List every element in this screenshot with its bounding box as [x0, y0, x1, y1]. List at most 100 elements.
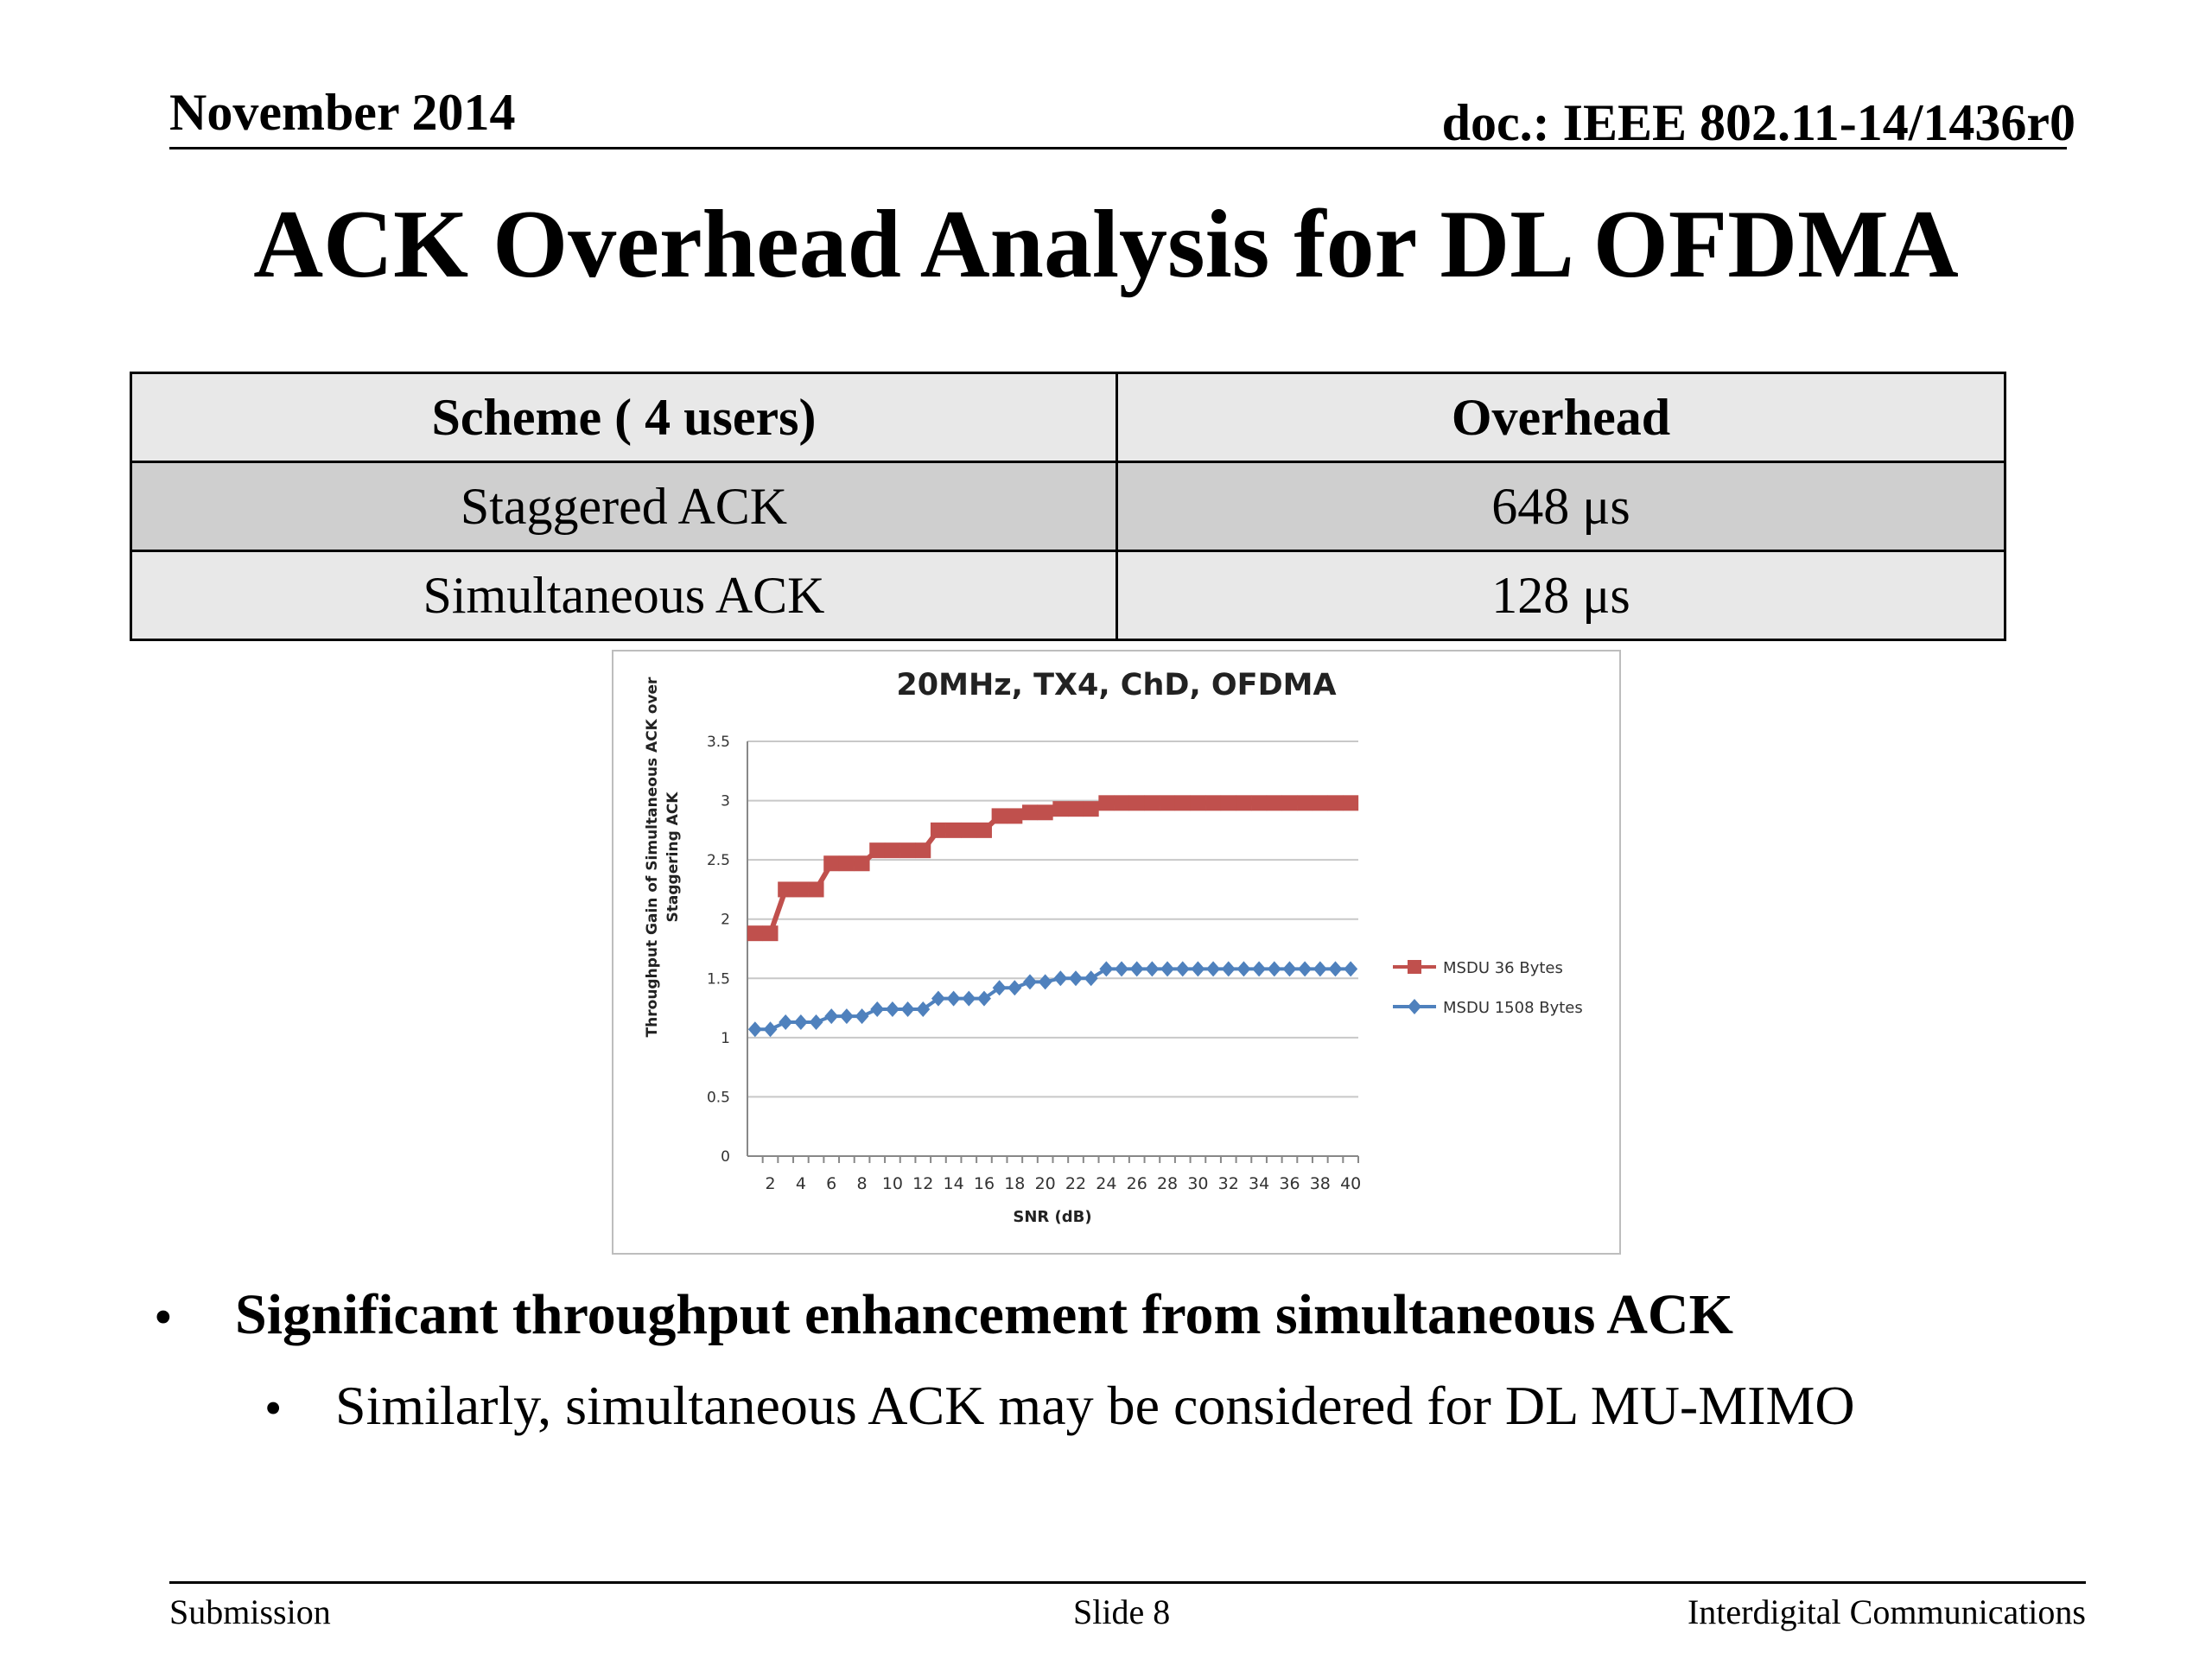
x-tick-label: 4 — [796, 1174, 806, 1193]
data-point — [1236, 961, 1251, 977]
data-point — [1252, 961, 1267, 977]
header-rule — [169, 147, 2067, 149]
data-point — [1343, 795, 1359, 811]
data-point — [1266, 795, 1282, 811]
table-row: Staggered ACK 648 μs — [130, 461, 2006, 552]
x-tick-label: 22 — [1065, 1174, 1086, 1193]
bullet-marker: • — [154, 1288, 173, 1347]
data-point — [779, 1014, 793, 1031]
y-tick-label: 2 — [721, 912, 730, 929]
y-tick-label: 2.5 — [707, 852, 730, 869]
x-tick-label: 18 — [1004, 1174, 1025, 1193]
footer-company: Interdigital Communications — [1687, 1592, 2086, 1631]
chart-title: 20MHz, TX4, ChD, OFDMA — [896, 668, 1336, 702]
y-tick-label: 0 — [721, 1148, 730, 1166]
footer-slide-number: Slide 8 — [1073, 1592, 1171, 1631]
overhead-table: Scheme ( 4 users) Overhead Staggered ACK… — [130, 372, 2006, 641]
table-cell: Staggered ACK — [130, 461, 1118, 552]
data-point — [838, 855, 855, 872]
data-point — [1191, 961, 1205, 977]
data-point — [1021, 804, 1038, 821]
data-point — [808, 881, 824, 898]
data-point — [1344, 961, 1358, 977]
table-row: Simultaneous ACK 128 μs — [130, 550, 2006, 641]
x-tick-label: 2 — [765, 1174, 775, 1193]
data-point — [1098, 795, 1115, 811]
data-point — [1052, 801, 1069, 817]
footer-rule — [169, 1581, 2086, 1584]
y-axis-label: Staggering ACK — [664, 791, 682, 923]
legend-marker — [1408, 960, 1421, 974]
data-point — [1129, 961, 1144, 977]
data-point — [1282, 961, 1297, 977]
x-tick-label: 32 — [1218, 1174, 1239, 1193]
data-point — [916, 1001, 931, 1017]
x-tick-label: 14 — [944, 1174, 964, 1193]
x-tick-label: 38 — [1310, 1174, 1331, 1193]
data-point — [885, 1001, 899, 1017]
data-point — [1190, 795, 1206, 811]
chart-container: 20MHz, TX4, ChD, OFDMA 0 0.5 1 1.5 2 2.5 3 3.5 2… — [612, 650, 1621, 1255]
data-point — [1313, 961, 1327, 977]
data-point — [778, 881, 794, 898]
data-point — [747, 1021, 762, 1038]
data-point — [946, 990, 961, 1007]
data-point — [931, 990, 945, 1007]
data-point — [1298, 961, 1313, 977]
data-point — [1327, 795, 1344, 811]
footer-left: Submission — [169, 1592, 331, 1631]
data-point — [1251, 795, 1268, 811]
data-point — [1297, 795, 1313, 811]
data-point — [869, 842, 886, 859]
y-tick-label: 3 — [721, 793, 730, 810]
x-tick-label: 24 — [1096, 1174, 1116, 1193]
data-point — [1205, 795, 1222, 811]
data-point — [1144, 795, 1160, 811]
data-point — [991, 808, 1007, 824]
legend-label: MSDU 36 Bytes — [1443, 959, 1563, 977]
x-tick-label: 36 — [1279, 1174, 1300, 1193]
data-point — [809, 1014, 823, 1031]
bullet-sub: Similarly, simultaneous ACK may be consi… — [335, 1375, 1855, 1436]
data-point — [1099, 961, 1114, 977]
series-line — [754, 967, 1351, 1032]
x-tick-label: 16 — [974, 1174, 995, 1193]
header-date: November 2014 — [169, 84, 516, 141]
data-point — [1069, 970, 1084, 987]
data-point — [823, 855, 840, 872]
y-tick-label: 1.5 — [707, 970, 730, 988]
x-tick-label: 26 — [1127, 1174, 1147, 1193]
header-doc-id: doc.: IEEE 802.11-14/1436r0 — [1441, 94, 2075, 151]
data-point — [884, 842, 900, 859]
data-point — [1220, 795, 1236, 811]
data-point — [792, 881, 809, 898]
data-point — [1114, 795, 1130, 811]
chart-series — [747, 795, 1359, 1038]
data-point — [1206, 961, 1221, 977]
data-point — [1236, 795, 1252, 811]
data-point — [961, 822, 977, 838]
data-point — [1007, 980, 1022, 996]
data-point — [1068, 801, 1084, 817]
data-point — [1038, 974, 1052, 990]
data-point — [763, 1021, 778, 1038]
y-tick-label: 1 — [721, 1030, 730, 1047]
table-cell: Simultaneous ACK — [130, 550, 1118, 641]
data-point — [1174, 795, 1191, 811]
data-point — [976, 822, 992, 838]
x-tick-label: 12 — [912, 1174, 933, 1193]
slide-title: ACK Overhead Analysis for DL OFDMA — [253, 191, 1959, 298]
chart-axes: 00.511.522.533.52 4 6 8 10 12 14 16 18 20 22 24 26 28… — [707, 734, 1361, 1193]
data-point — [1007, 808, 1023, 824]
x-tick-label: 20 — [1035, 1174, 1056, 1193]
x-tick-label: 30 — [1187, 1174, 1208, 1193]
data-point — [1083, 801, 1099, 817]
data-point — [870, 1001, 885, 1017]
chart-legend: MSDU 36 Bytes MSDU 1508 Bytes — [1393, 959, 1583, 1017]
x-axis-label: SNR (dB) — [1013, 1208, 1091, 1226]
data-point — [1328, 961, 1343, 977]
bullet-main: Significant throughput enhancement from … — [235, 1283, 1733, 1346]
data-point — [1160, 961, 1175, 977]
table-cell: 648 μs — [1116, 461, 2006, 552]
y-axis-label: Throughput Gain of Simultaneous ACK over — [644, 677, 661, 1037]
